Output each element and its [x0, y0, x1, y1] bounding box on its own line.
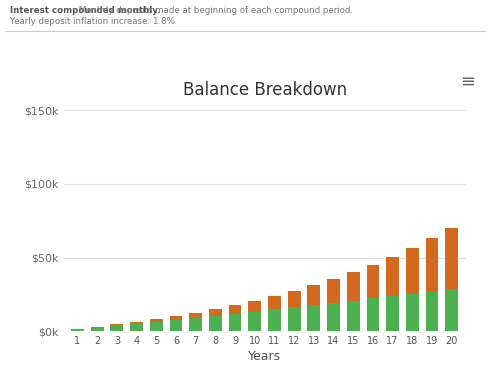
Title: Balance Breakdown: Balance Breakdown [183, 80, 346, 99]
Bar [150, 322, 163, 331]
Bar [288, 291, 300, 307]
X-axis label: Years: Years [248, 351, 281, 363]
Bar [327, 279, 340, 303]
Text: Monthly deposits made at beginning of each compound period.: Monthly deposits made at beginning of ea… [76, 6, 353, 15]
Bar [367, 264, 379, 298]
Bar [150, 319, 163, 322]
Bar [209, 309, 222, 315]
Bar [130, 323, 143, 331]
Bar [110, 324, 123, 325]
Bar [347, 301, 360, 331]
Bar [130, 322, 143, 323]
Bar [386, 296, 399, 331]
Bar [347, 272, 360, 301]
Bar [170, 320, 182, 331]
Bar [406, 293, 419, 331]
Bar [445, 228, 458, 288]
Bar [229, 314, 242, 331]
Bar [386, 256, 399, 296]
Bar [189, 318, 202, 331]
Bar [209, 315, 222, 331]
Bar [91, 327, 103, 331]
Bar [268, 296, 281, 309]
Bar [248, 301, 261, 312]
Text: Interest compounded monthly.: Interest compounded monthly. [10, 6, 160, 15]
Bar [248, 312, 261, 331]
Bar [71, 329, 84, 331]
Bar [426, 239, 439, 291]
Bar [170, 316, 182, 320]
Bar [445, 288, 458, 331]
Bar [406, 248, 419, 293]
Bar [307, 305, 320, 331]
Text: ≡: ≡ [460, 73, 475, 91]
Bar [327, 303, 340, 331]
Bar [307, 285, 320, 305]
Bar [189, 313, 202, 318]
Bar [426, 291, 439, 331]
Bar [229, 305, 242, 314]
Text: Yearly deposit inflation increase: 1.8%: Yearly deposit inflation increase: 1.8% [10, 17, 174, 26]
Bar [367, 298, 379, 331]
Bar [288, 307, 300, 331]
Bar [268, 309, 281, 331]
Bar [110, 325, 123, 331]
